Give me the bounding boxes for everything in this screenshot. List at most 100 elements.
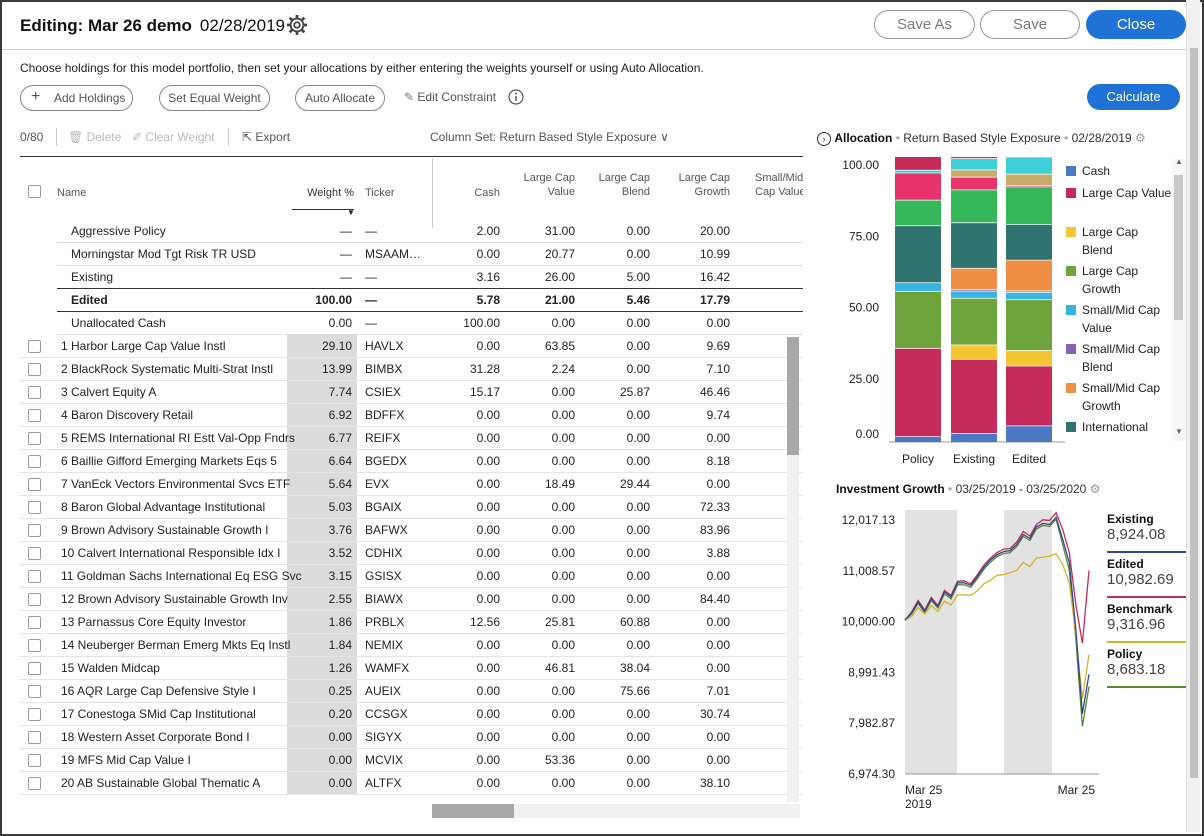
- col-weight-header[interactable]: Weight %: [307, 187, 354, 199]
- table-row[interactable]: 5 REMS International RI Estt Val-Opp Fnd…: [20, 427, 803, 450]
- row-checkbox[interactable]: [28, 524, 41, 537]
- y-tick-label: 12,017.13: [842, 513, 896, 527]
- scroll-up-icon[interactable]: ▲: [1175, 157, 1183, 166]
- table-row[interactable]: 2 BlackRock Systematic Multi-Strat Instl…: [20, 358, 803, 381]
- weight-input[interactable]: [287, 657, 357, 680]
- row-checkbox[interactable]: [28, 409, 41, 422]
- table-scroll-thumb[interactable]: [787, 337, 799, 455]
- table-vertical-scrollbar[interactable]: [787, 337, 799, 802]
- set-equal-weight-button[interactable]: Set Equal Weight: [159, 85, 270, 111]
- weight-input[interactable]: [287, 542, 357, 565]
- info-icon[interactable]: [508, 89, 524, 105]
- row-checkbox[interactable]: [28, 455, 41, 468]
- gear-icon[interactable]: [286, 14, 308, 36]
- col-lcv-header[interactable]: Large Cap Value: [523, 172, 575, 198]
- table-row[interactable]: 1 Harbor Large Cap Value Instl 29.10 HAVLX…: [20, 335, 803, 358]
- table-row[interactable]: 13 Parnassus Core Equity Investor 1.86 PRB…: [20, 611, 803, 634]
- table-row[interactable]: 11 Goldman Sachs International Eq ESG Sv…: [20, 565, 803, 588]
- weight-input[interactable]: [287, 473, 357, 496]
- row-checkbox[interactable]: [28, 340, 41, 353]
- gear-icon[interactable]: ⚙: [1134, 131, 1146, 145]
- weight-input[interactable]: [287, 404, 357, 427]
- weight-input[interactable]: [287, 496, 357, 519]
- table-row[interactable]: 10 Calvert International Responsible Idx…: [20, 542, 803, 565]
- weight-input[interactable]: [287, 680, 357, 703]
- table-row[interactable]: 8 Baron Global Advantage Institutional 5.…: [20, 496, 803, 519]
- weight-input[interactable]: [287, 358, 357, 381]
- row-checkbox[interactable]: [28, 777, 41, 790]
- table-row[interactable]: 9 Brown Advisory Sustainable Growth I 3.7…: [20, 519, 803, 542]
- weight-input[interactable]: [287, 565, 357, 588]
- gear-icon[interactable]: ⚙: [1089, 482, 1101, 496]
- close-button[interactable]: Close: [1086, 10, 1186, 39]
- table-row[interactable]: 3 Calvert Equity A 7.74 CSIEX 15.17 0.00 25.8…: [20, 381, 803, 404]
- row-checkbox[interactable]: [28, 432, 41, 445]
- auto-allocate-button[interactable]: Auto Allocate: [295, 85, 385, 111]
- bar-segment: [951, 157, 997, 159]
- col-lcb-header[interactable]: Large Cap Blend: [598, 172, 650, 198]
- collapse-icon[interactable]: ›: [817, 132, 831, 146]
- table-row[interactable]: 18 Western Asset Corporate Bond I 0.00 SIG…: [20, 726, 803, 749]
- row-checkbox[interactable]: [28, 363, 41, 376]
- col-lcg-header[interactable]: Large Cap Growth: [678, 172, 730, 198]
- table-row[interactable]: 7 VanEck Vectors Environmental Svcs ETF 5…: [20, 473, 803, 496]
- weight-input[interactable]: [287, 634, 357, 657]
- table-row[interactable]: 19 MFS Mid Cap Value I 0.00 MCVIX 0.00 53.36…: [20, 749, 803, 772]
- clear-weight-button[interactable]: ✐ Clear Weight: [132, 130, 215, 144]
- table-row[interactable]: 20 AB Sustainable Global Thematic A 0.00 A…: [20, 772, 803, 795]
- weight-input[interactable]: [287, 335, 357, 358]
- cell-lcg: 46.46: [699, 385, 730, 399]
- row-checkbox[interactable]: [28, 547, 41, 560]
- cell-weight: 5.03: [328, 500, 352, 514]
- row-checkbox[interactable]: [28, 386, 41, 399]
- row-checkbox[interactable]: [28, 685, 41, 698]
- delete-button[interactable]: 🗑 Delete: [68, 130, 121, 144]
- export-button[interactable]: ⇱ Export: [242, 130, 290, 144]
- weight-input[interactable]: [287, 611, 357, 634]
- row-checkbox[interactable]: [28, 708, 41, 721]
- calculate-button[interactable]: Calculate: [1087, 84, 1180, 110]
- table-row[interactable]: 17 Conestoga SMid Cap Institutional 0.20 C…: [20, 703, 803, 726]
- table-row[interactable]: 6 Baillie Gifford Emerging Markets Eqs 5…: [20, 450, 803, 473]
- add-holdings-button[interactable]: + Add Holdings: [20, 85, 133, 111]
- table-row[interactable]: 15 Walden Midcap 1.26 WAMFX 0.00 46.81 38.04 0…: [20, 657, 803, 680]
- select-all-checkbox[interactable]: [28, 185, 41, 198]
- row-checkbox[interactable]: [28, 478, 41, 491]
- legend-scroll-thumb[interactable]: [1174, 175, 1183, 320]
- col-cash-header[interactable]: Cash: [474, 187, 500, 199]
- column-set-dropdown[interactable]: Column Set: Return Based Style Exposure …: [430, 130, 669, 144]
- save-as-button[interactable]: Save As: [874, 10, 975, 39]
- table-row[interactable]: 12 Brown Advisory Sustainable Growth Inv…: [20, 588, 803, 611]
- weight-input[interactable]: [287, 749, 357, 772]
- table-row[interactable]: 14 Neuberger Berman Emerg Mkts Eq Instl 1…: [20, 634, 803, 657]
- weight-input[interactable]: [287, 381, 357, 404]
- table-row[interactable]: 16 AQR Large Cap Defensive Style I 0.25 AU…: [20, 680, 803, 703]
- weight-input[interactable]: [287, 588, 357, 611]
- table-hscroll-thumb[interactable]: [432, 804, 514, 818]
- row-checkbox[interactable]: [28, 639, 41, 652]
- legend-scrollbar[interactable]: ▲ ▼: [1172, 157, 1186, 441]
- row-checkbox[interactable]: [28, 593, 41, 606]
- weight-input[interactable]: [287, 703, 357, 726]
- table-horizontal-scrollbar[interactable]: [432, 804, 800, 818]
- weight-input[interactable]: [287, 450, 357, 473]
- edit-constraint-button[interactable]: ✎ Edit Constraint: [404, 90, 496, 104]
- weight-input[interactable]: [287, 726, 357, 749]
- table-row[interactable]: 4 Baron Discovery Retail 6.92 BDFFX 0.00 0.0…: [20, 404, 803, 427]
- save-button[interactable]: Save: [980, 10, 1080, 39]
- col-name-header[interactable]: Name: [57, 187, 87, 199]
- window-scrollbar[interactable]: [1186, 0, 1200, 832]
- row-checkbox[interactable]: [28, 570, 41, 583]
- weight-input[interactable]: [287, 519, 357, 542]
- row-checkbox[interactable]: [28, 616, 41, 629]
- col-ticker-header[interactable]: Ticker: [365, 187, 395, 199]
- weight-input[interactable]: [287, 427, 357, 450]
- row-checkbox[interactable]: [28, 662, 41, 675]
- col-smv-header[interactable]: Small/Mid Cap Value: [755, 172, 803, 198]
- row-checkbox[interactable]: [28, 731, 41, 744]
- row-checkbox[interactable]: [28, 501, 41, 514]
- weight-input[interactable]: [287, 772, 357, 795]
- scroll-down-icon[interactable]: ▼: [1175, 427, 1183, 436]
- row-checkbox[interactable]: [28, 754, 41, 767]
- window-scroll-thumb[interactable]: [1190, 48, 1198, 778]
